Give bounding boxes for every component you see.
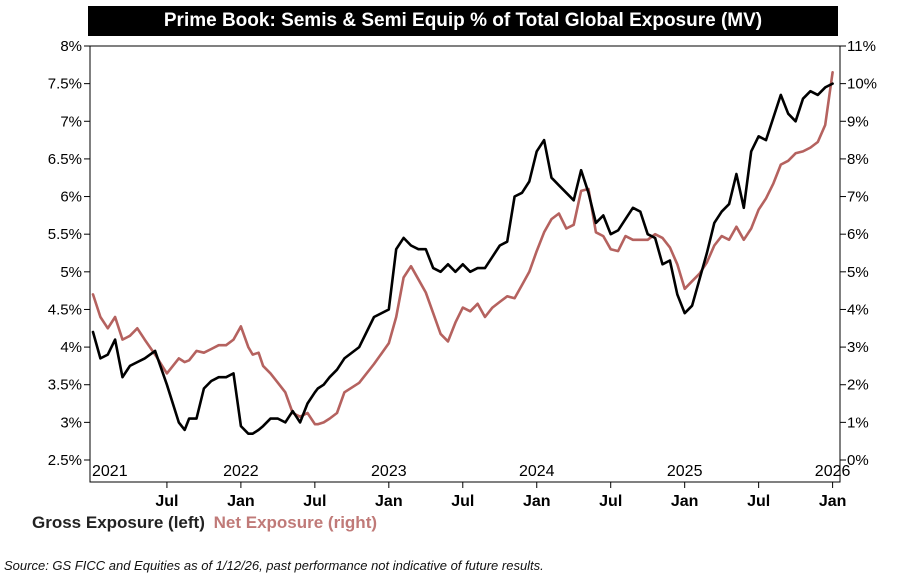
x-year-label: 2022 [223,463,259,480]
x-year-label: 2026 [815,463,851,480]
left-axis: 2.5% 3% 3.5% 4% 4.5% 5% 5.5% 6% 6.5% 7% 7.5% 8% [48,38,90,469]
x-month-label: Jan [227,493,255,510]
x-month-label: Jul [155,493,178,510]
left-tick-label: 3.5% [48,377,82,394]
right-tick-label: 10% [847,76,877,93]
left-tick-label: 4% [60,339,82,356]
x-month-label: Jul [747,493,770,510]
right-axis: 0% 1% 2% 3% 4% 5% 6% 7% 8% 9% 10% 11% [840,38,877,469]
chart-title: Prime Book: Semis & Semi Equip % of Tota… [88,6,838,36]
right-tick-label: 5% [847,264,869,281]
x-month-label: Jan [375,493,403,510]
net-exposure-line [91,71,834,426]
left-tick-label: 7.5% [48,76,82,93]
x-month-label: Jan [819,493,847,510]
legend-gross-exposure: Gross Exposure (left) [32,513,205,532]
left-tick-label: 6% [60,189,82,206]
right-tick-label: 0% [847,452,869,469]
x-month-label: Jul [303,493,326,510]
series-layer [91,71,834,436]
left-tick-label: 4.5% [48,301,82,318]
x-year-label: 2021 [92,463,128,480]
legend-net-exposure: Net Exposure (right) [213,513,378,532]
legend: Gross Exposure (left) Net Exposure (righ… [32,513,377,533]
x-year-label: 2025 [667,463,703,480]
source-note: Source: GS FICC and Equities as of 1/12/… [4,558,544,573]
x-month-label: Jul [599,493,622,510]
x-month-label: Jan [671,493,699,510]
right-tick-label: 9% [847,113,869,130]
right-tick-label: 7% [847,189,869,206]
x-year-label: 2024 [519,463,555,480]
left-tick-label: 3% [60,414,82,431]
right-tick-label: 8% [847,151,869,168]
x-axis: 2021 2022 2023 2024 2025 2026 Jul Jan Jul Jan Jul J… [92,463,851,510]
x-month-label: Jul [451,493,474,510]
right-tick-label: 6% [847,226,869,243]
right-tick-label: 2% [847,377,869,394]
right-tick-label: 1% [847,414,869,431]
left-tick-label: 5% [60,264,82,281]
x-year-label: 2023 [371,463,407,480]
x-month-label: Jan [523,493,551,510]
left-tick-label: 8% [60,38,82,55]
right-tick-label: 4% [847,301,869,318]
left-tick-label: 5.5% [48,226,82,243]
plot-frame [89,45,841,483]
left-tick-label: 2.5% [48,452,82,469]
gross-exposure-line [91,82,834,436]
left-tick-label: 7% [60,113,82,130]
right-tick-label: 3% [847,339,869,356]
right-tick-label: 11% [847,38,876,55]
left-tick-label: 6.5% [48,151,82,168]
